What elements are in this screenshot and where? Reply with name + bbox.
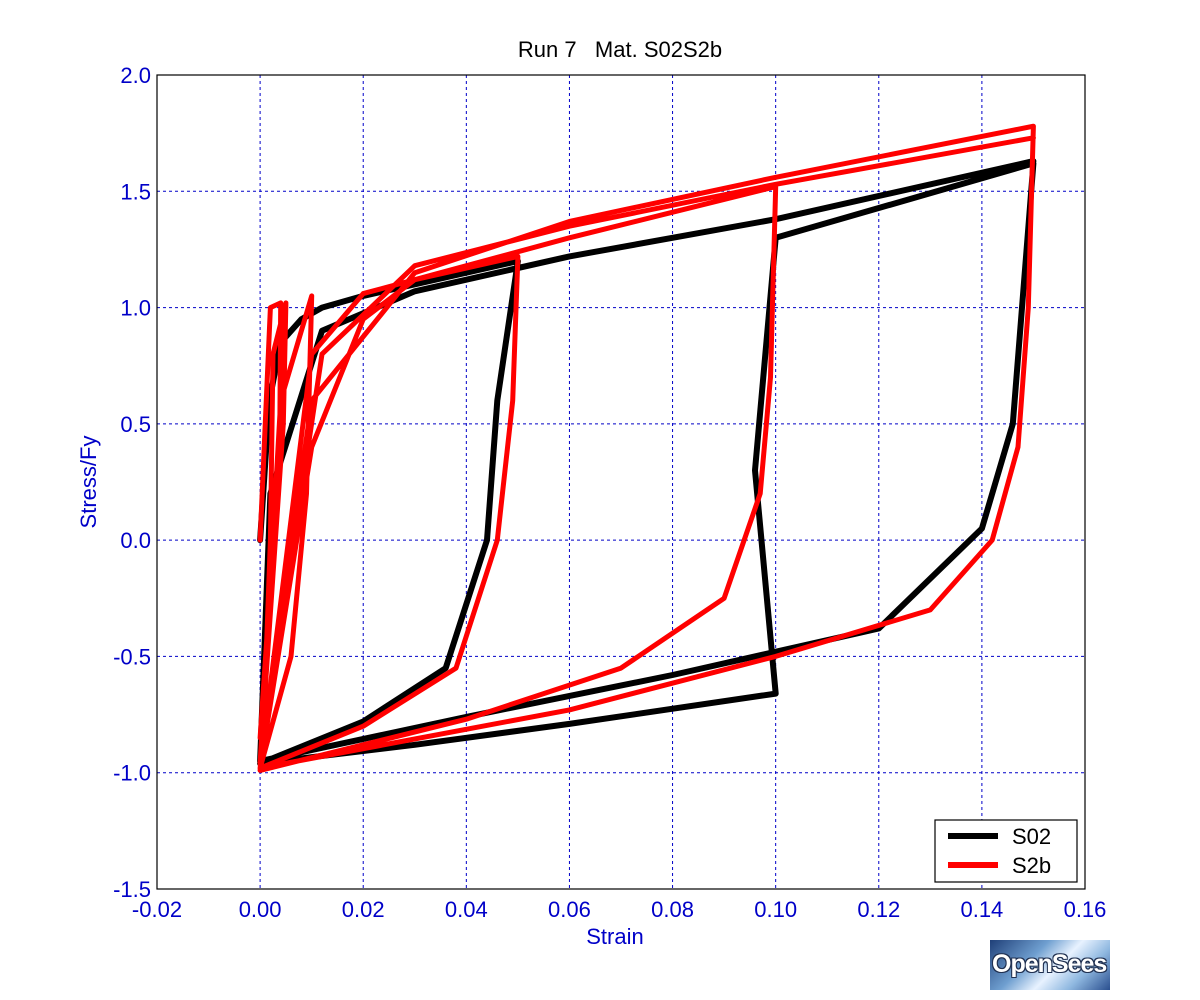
chart-title: Run 7 Mat. S02S2b <box>518 37 722 62</box>
tick-labels: -0.02 0.00 0.02 0.04 0.06 0.08 0.10 0.12 0.14 0.1… <box>113 63 1106 922</box>
legend-label-s2b: S2b <box>1012 853 1051 878</box>
legend: S02 S2b <box>934 819 1078 883</box>
x-tick-label: 0.06 <box>548 897 591 922</box>
y-tick-label: -0.5 <box>113 644 151 669</box>
x-tick-label: 0.04 <box>445 897 488 922</box>
legend-label-s02: S02 <box>1012 824 1051 849</box>
y-tick-label: 2.0 <box>120 63 151 88</box>
series-line-s2b <box>257 123 1036 773</box>
y-tick-label: -1.5 <box>113 877 151 902</box>
plot-frame <box>156 74 1086 890</box>
x-tick-label: -0.02 <box>132 897 182 922</box>
x-axis-label: Strain <box>586 924 643 949</box>
x-tick-label: 0.02 <box>342 897 385 922</box>
y-tick-label: -1.0 <box>113 761 151 786</box>
series-line-s02 <box>257 158 1037 767</box>
y-axis-label: Stress/Fy <box>76 436 101 529</box>
x-tick-label: 0.16 <box>1064 897 1107 922</box>
series-layer <box>257 123 1037 773</box>
y-tick-label: 1.5 <box>120 179 151 204</box>
y-tick-label: 1.0 <box>120 296 151 321</box>
y-tick-label: 0.5 <box>120 412 151 437</box>
x-tick-label: 0.08 <box>651 897 694 922</box>
x-tick-label: 0.00 <box>239 897 282 922</box>
opensees-logo: OpenSees <box>990 940 1110 990</box>
x-tick-label: 0.10 <box>754 897 797 922</box>
legend-box <box>934 819 1078 883</box>
x-tick-label: 0.12 <box>857 897 900 922</box>
logo-text: OpenSees <box>992 950 1107 978</box>
grid <box>157 75 1085 889</box>
x-tick-label: 0.14 <box>960 897 1003 922</box>
y-tick-label: 0.0 <box>120 528 151 553</box>
